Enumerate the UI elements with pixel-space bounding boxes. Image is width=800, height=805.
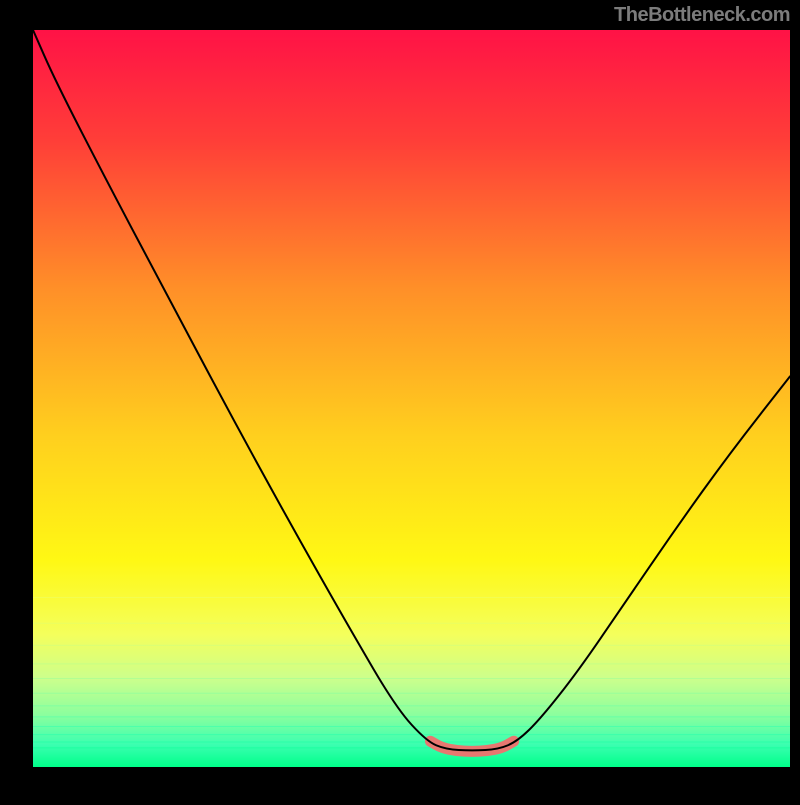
plot-background (33, 30, 790, 767)
watermark-text: TheBottleneck.com (614, 4, 790, 27)
bottleneck-chart (0, 0, 800, 800)
chart-frame: TheBottleneck.com (0, 0, 800, 800)
